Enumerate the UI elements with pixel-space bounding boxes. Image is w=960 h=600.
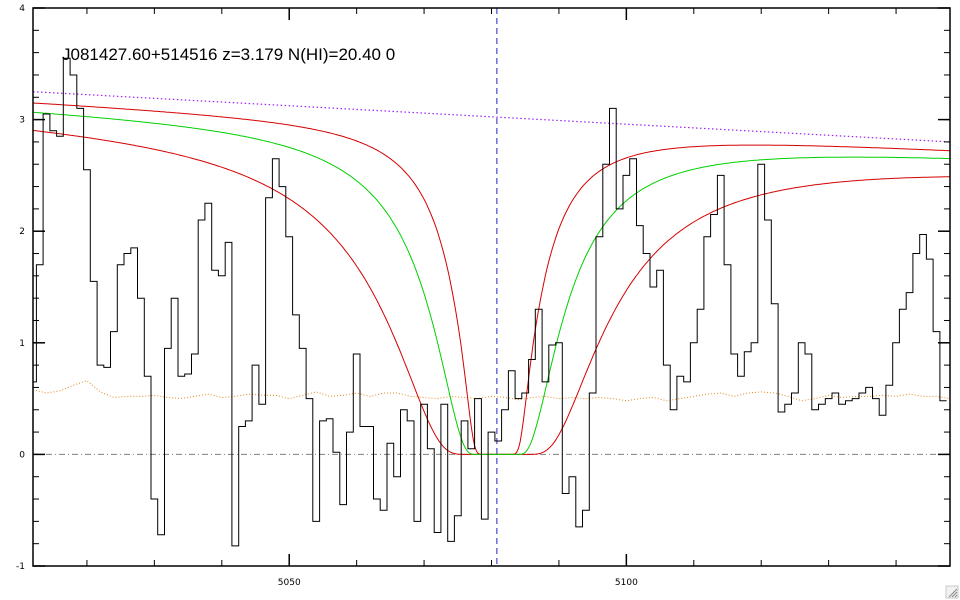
x-tick-label: 5100 [615, 578, 638, 588]
chart-title: J081427.60+514516 z=3.179 N(HI)=20.40 0 [62, 45, 395, 64]
resize-grip-icon[interactable] [945, 585, 959, 599]
y-tick-label: 0 [19, 450, 25, 460]
error-spectrum-line [33, 380, 950, 402]
resize-grip-stroke [951, 591, 958, 598]
continuum-line [33, 91, 950, 143]
y-tick-label: 2 [19, 227, 25, 237]
plot-marks [33, 8, 950, 566]
y-tick-label: 4 [19, 4, 25, 14]
resize-grip-stroke [948, 588, 958, 598]
resize-grip-box [945, 585, 959, 599]
y-tick-label: 1 [19, 339, 25, 349]
y-tick-label: -1 [16, 562, 25, 572]
x-tick-label: 5050 [278, 578, 301, 588]
y-tick-label: 3 [19, 116, 25, 126]
flux-histogram-line [33, 57, 947, 547]
axis-ticks: -1 0 1 2 3 4 5050 5100 [16, 4, 950, 588]
fit-profile-line [33, 111, 950, 455]
resize-grip-stroke [954, 594, 958, 598]
